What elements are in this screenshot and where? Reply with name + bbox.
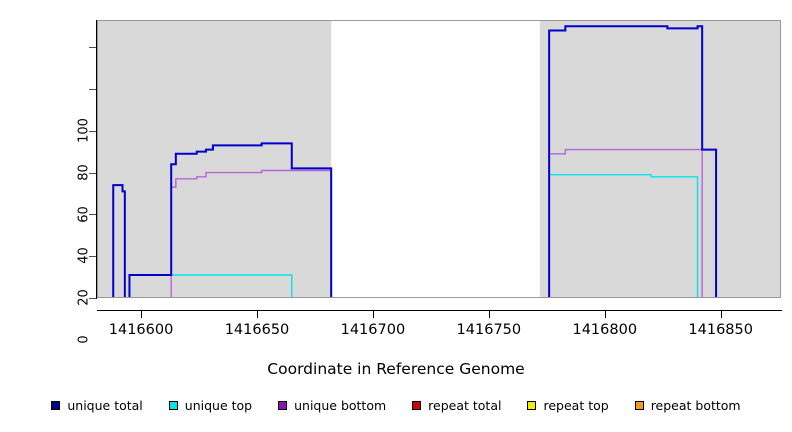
x-axis-line <box>97 310 782 311</box>
shaded-region <box>539 20 781 298</box>
x-tick-mark <box>373 311 374 318</box>
plot-border <box>97 20 781 298</box>
legend-label: repeat top <box>543 398 609 413</box>
x-tick-label: 1416750 <box>456 322 522 338</box>
x-tick-label: 1416800 <box>572 322 638 338</box>
legend-label: repeat total <box>428 398 502 413</box>
series-line <box>97 25 781 298</box>
x-tick-label: 1416650 <box>224 322 290 338</box>
legend-label: unique bottom <box>294 398 387 413</box>
legend-label: unique total <box>67 398 143 413</box>
legend-item[interactable]: repeat top <box>527 398 634 413</box>
legend-swatch-icon <box>168 401 178 410</box>
y-tick-mark <box>89 173 96 174</box>
x-tick-mark <box>489 311 490 318</box>
x-tick-label: 1416700 <box>340 322 406 338</box>
legend-item[interactable]: repeat total <box>412 398 527 413</box>
legend-item[interactable]: unique top <box>168 398 278 413</box>
plot-area <box>97 20 781 298</box>
legend-label: unique top <box>184 398 253 413</box>
y-tick-mark <box>89 256 96 257</box>
y-tick-label: 100 <box>76 118 92 143</box>
legend-item[interactable]: unique bottom <box>278 398 412 413</box>
legend-swatch-icon <box>51 401 61 410</box>
series-line <box>97 148 781 298</box>
legend-label: repeat bottom <box>650 398 741 413</box>
x-tick-mark <box>141 311 142 318</box>
y-tick-mark <box>89 131 96 132</box>
y-tick-mark <box>89 47 96 48</box>
legend-swatch-icon <box>278 401 288 410</box>
legend-swatch-icon <box>527 401 537 410</box>
legend-item[interactable]: unique total <box>51 398 168 413</box>
x-tick-mark <box>721 311 722 318</box>
x-tick-mark <box>257 311 258 318</box>
legend-item[interactable]: repeat bottom <box>634 398 741 413</box>
series-lines <box>97 25 781 298</box>
legend-swatch-icon <box>412 401 422 410</box>
x-tick-mark <box>605 311 606 318</box>
plot-canvas <box>97 20 781 298</box>
chart-legend: unique total unique top unique bottom repea… <box>0 398 792 413</box>
y-tick-mark <box>89 89 96 90</box>
x-tick-label: 1416600 <box>108 322 174 338</box>
x-tick-label: 1416850 <box>688 322 753 338</box>
x-axis-title: Coordinate in Reference Genome <box>267 360 525 378</box>
y-tick-mark <box>89 214 96 215</box>
legend-swatch-icon <box>634 401 644 410</box>
y-axis-line <box>96 20 97 299</box>
y-tick-mark <box>89 298 96 299</box>
